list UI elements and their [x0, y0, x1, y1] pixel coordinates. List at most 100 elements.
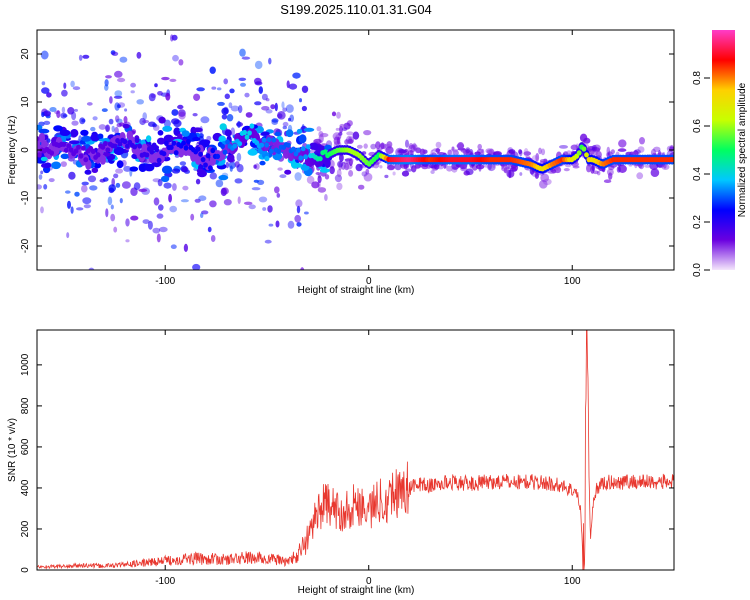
spectrogram-speckle	[288, 83, 298, 90]
spectrogram-blob	[51, 161, 61, 170]
spectrogram-speckle	[170, 244, 177, 249]
y-tick-label: 0	[20, 567, 31, 573]
ridge-core	[83, 157, 89, 163]
spectrogram-speckle	[117, 77, 126, 83]
ridge-core	[222, 149, 228, 155]
spectrogram-speckle	[228, 161, 236, 169]
ridge-core	[105, 147, 111, 153]
spectrogram-speckle	[348, 158, 353, 167]
ridge-core	[122, 139, 128, 145]
spectrogram-speckle	[237, 196, 241, 204]
spectrogram-speckle	[56, 110, 61, 119]
spectrogram-speckle	[287, 220, 295, 229]
spectrogram-speckle	[534, 172, 539, 180]
spectrogram-speckle	[46, 92, 52, 98]
spectrogram-speckle	[40, 170, 44, 175]
spectrogram-speckle	[650, 168, 660, 177]
spectrogram-speckle	[317, 173, 321, 179]
spectrogram-blob	[158, 116, 166, 124]
spectrogram-speckle	[591, 163, 595, 172]
spectrogram-speckle	[253, 179, 260, 183]
spectrogram-speckle	[81, 181, 89, 186]
spectrogram-speckle	[234, 178, 243, 184]
y-tick-label: 600	[20, 438, 31, 455]
ridge-core	[164, 140, 169, 146]
spectrogram-speckle	[165, 92, 171, 101]
spectrogram-speckle	[105, 124, 111, 132]
spectrogram-speckle	[136, 51, 142, 59]
spectrogram-speckle	[542, 178, 552, 185]
spectrogram-speckle	[437, 163, 445, 170]
spectrogram-speckle	[70, 206, 74, 214]
spectrogram-speckle	[451, 146, 455, 151]
spectrogram-speckle	[217, 101, 225, 106]
spectrogram-speckle	[215, 179, 224, 188]
spectrogram-speckle	[413, 144, 418, 151]
spectrogram-blob	[70, 129, 79, 138]
ridge-halo	[195, 155, 202, 165]
y-tick-label: -20	[20, 238, 31, 253]
spectrogram-speckle	[172, 54, 179, 62]
ridge-core	[305, 144, 311, 150]
spectrogram-speckle	[240, 82, 246, 87]
spectrogram-speckle	[194, 198, 201, 203]
ridge-core	[125, 143, 130, 149]
spectrogram-speckle	[179, 161, 187, 166]
spectrogram-speckle	[324, 194, 328, 201]
ridge-core	[200, 157, 206, 163]
spectrogram-speckle	[211, 86, 217, 90]
spectrogram-speckle	[153, 197, 160, 206]
spectrogram-blob	[296, 128, 303, 134]
spectrogram-speckle	[254, 101, 262, 106]
spectrogram-speckle	[156, 213, 164, 219]
spectrogram-speckle	[161, 76, 170, 81]
spectrogram-speckle	[83, 204, 91, 209]
spectrogram-blob	[81, 135, 92, 142]
spectrogram-speckle	[336, 136, 341, 145]
spectrogram-speckle	[253, 77, 262, 85]
spectrogram-speckle	[209, 200, 217, 208]
spectrogram-speckle	[405, 168, 413, 172]
spectrogram-speckle	[61, 106, 66, 114]
spectrogram-x-label: Height of straight line (km)	[298, 285, 415, 296]
spectrogram-speckle	[509, 167, 517, 172]
spectrogram-speckle	[110, 204, 114, 210]
spectrogram-speckle	[239, 48, 246, 57]
spectrogram-blob	[84, 169, 92, 175]
y-tick-label: 1000	[20, 353, 31, 376]
spectrogram-speckle	[182, 185, 189, 191]
spectrogram-x-ticks: -100 0 100	[155, 30, 581, 287]
ridge-core	[183, 145, 189, 151]
spectrogram-blob	[145, 135, 152, 143]
ridge-core	[584, 152, 589, 158]
spectrogram-speckle	[124, 108, 128, 112]
spectrogram-speckle	[379, 165, 383, 169]
spectrogram-speckle	[474, 151, 481, 156]
spectrogram-speckle	[76, 207, 84, 211]
spectrogram-speckle	[71, 120, 79, 126]
spectrogram-speckle	[104, 84, 109, 91]
spectrogram-speckle	[147, 220, 153, 230]
colorbar-tick-label: 0.0	[692, 263, 703, 277]
spectrogram-speckle	[236, 164, 244, 173]
ridge-core	[68, 147, 74, 153]
spectrogram-speckle	[285, 104, 294, 113]
spectrogram-speckle	[608, 150, 612, 157]
spectrogram-speckle	[82, 197, 92, 205]
ridge-core	[303, 154, 308, 160]
spectrogram-speckle	[346, 131, 354, 136]
spectrogram-speckle	[465, 168, 474, 176]
snr-x-ticks: -100 0 100	[155, 330, 581, 587]
ridge-core	[154, 147, 160, 153]
spectrogram-blob	[157, 130, 164, 136]
spectrogram-speckle	[107, 196, 113, 206]
spectrogram-speckle	[152, 227, 161, 234]
spectrogram-speckle	[228, 102, 233, 109]
spectrogram-speckle	[63, 82, 67, 89]
spectrogram-speckle	[311, 181, 320, 189]
spectrogram-speckle	[465, 147, 471, 154]
spectrogram-speckle	[225, 161, 230, 169]
y-tick-label: 10	[20, 96, 31, 108]
spectrogram-speckle	[37, 184, 42, 190]
